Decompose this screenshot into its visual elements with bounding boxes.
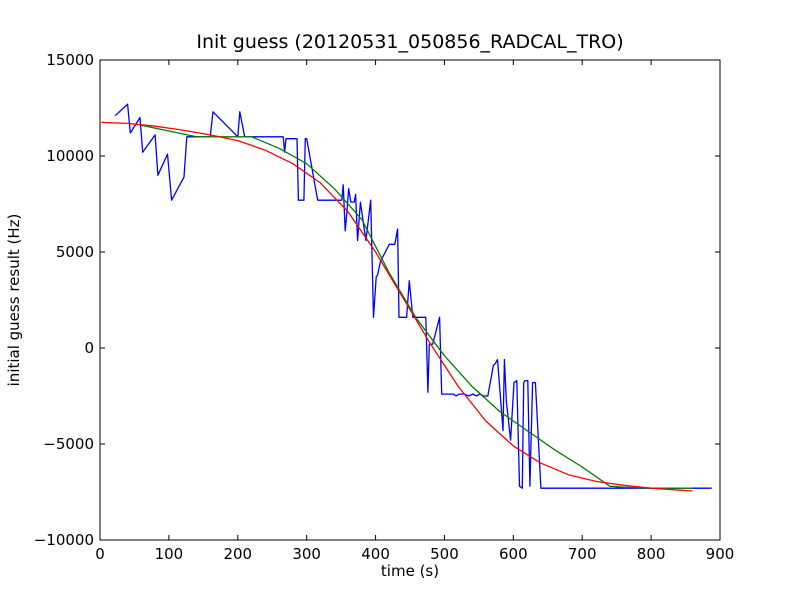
y-tick-label: −10000 [34,531,94,549]
x-tick-label: 400 [361,545,390,563]
y-axis-label: initial guess result (Hz) [5,214,23,387]
y-tick-label: 5000 [56,243,94,261]
x-tick-label: 500 [430,545,459,563]
x-tick-label: 800 [637,545,666,563]
x-tick-label: 900 [706,545,735,563]
y-tick-label: −5000 [43,435,94,453]
plot-frame [99,59,721,541]
x-tick-label: 200 [223,545,252,563]
x-tick-label: 100 [155,545,184,563]
series-layer [101,103,712,492]
x-axis-label: time (s) [381,562,439,580]
measured-series-line [114,103,712,489]
x-tick-label: 300 [292,545,321,563]
y-tick-label: 10000 [46,147,94,165]
x-tick-label: 0 [95,545,105,563]
chart-title: Init guess (20120531_050856_RADCAL_TRO) [196,31,623,53]
x-tick-label: 600 [499,545,528,563]
y-tick-label: 15000 [46,51,94,69]
smoothed-series-line [141,124,693,489]
fit-series-line [101,121,693,492]
tick-layer: 0 100 200 300 400 500 600 700 800 900 −10000 −5000 0… [34,51,735,563]
x-tick-label: 700 [568,545,597,563]
y-tick-label: 0 [84,339,94,357]
plot-area [100,60,720,540]
